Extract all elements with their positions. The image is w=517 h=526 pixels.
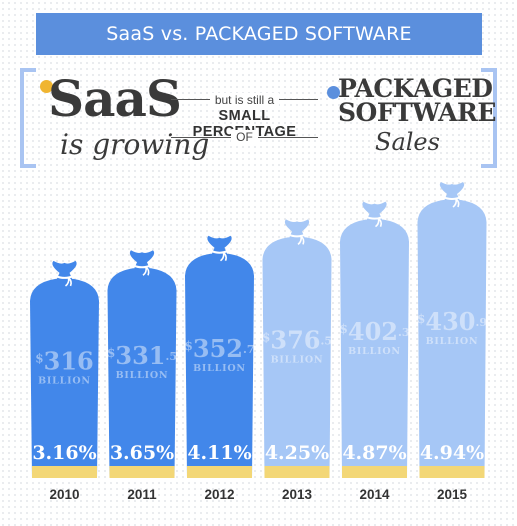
- percent-label: 3.16%: [32, 442, 96, 464]
- value-unit-label: BILLION: [348, 346, 401, 357]
- bag-base: [419, 466, 485, 478]
- mid-text-line3: OF: [171, 130, 318, 144]
- saas-heading: SaaS: [48, 69, 182, 128]
- bag-bar: [107, 268, 177, 478]
- saas-subheading: is growing: [60, 128, 210, 161]
- bag-bar: [185, 253, 254, 478]
- bag-tie: [365, 215, 384, 220]
- value-unit-label: BILLION: [38, 375, 91, 386]
- bag-tie: [132, 264, 152, 269]
- bag-tie-tail: [219, 252, 227, 262]
- percent-label: 4.25%: [265, 442, 329, 464]
- percent-label: 4.11%: [187, 442, 251, 464]
- percent-label: 3.65%: [110, 442, 174, 464]
- bag-tie: [55, 275, 74, 279]
- value-label: $352.7: [185, 334, 255, 363]
- bag-bar: [30, 278, 99, 478]
- value-label: $430.9: [417, 307, 487, 336]
- bag-base: [342, 466, 407, 478]
- bag-tie: [442, 196, 462, 200]
- year-tick-label: 2011: [127, 487, 157, 502]
- bag-tie-tail: [297, 235, 305, 246]
- bag-tie: [210, 249, 229, 254]
- bag-base: [187, 466, 252, 478]
- value-label: $376.5: [262, 326, 332, 355]
- year-tick-label: 2013: [282, 487, 313, 502]
- year-tick-label: 2010: [49, 487, 79, 502]
- saas-bullet-dot: [40, 80, 53, 93]
- bag-tie-tail: [142, 266, 150, 276]
- bag-tie: [287, 233, 307, 238]
- bag-base: [32, 466, 97, 478]
- left-bracket: [20, 68, 36, 168]
- bag-neck: [207, 235, 232, 255]
- value-label: $402.3: [340, 317, 410, 346]
- year-tick-label: 2014: [359, 487, 390, 502]
- bag-neck: [129, 250, 155, 270]
- value-unit-label: BILLION: [116, 370, 169, 381]
- bag-tie-tail: [374, 218, 382, 228]
- bag-bar: [340, 219, 409, 479]
- value-unit-label: BILLION: [426, 336, 479, 347]
- year-tick-label: 2012: [204, 487, 234, 502]
- right-bracket: [481, 68, 497, 168]
- packaged-heading-line1: PACKAGED: [338, 74, 493, 103]
- bag-tie-tail: [64, 277, 72, 287]
- bag-base: [264, 466, 330, 478]
- bag-bar: [417, 200, 487, 478]
- packaged-heading-line2: SOFTWARE: [338, 98, 496, 127]
- packaged-subheading: Sales: [375, 128, 440, 156]
- percent-label: 4.87%: [342, 442, 406, 464]
- bag-neck: [52, 260, 77, 280]
- value-label: $331.5: [107, 341, 177, 370]
- bag-neck: [439, 182, 465, 201]
- bag-neck: [362, 201, 387, 221]
- value-label: $316: [35, 346, 93, 375]
- packaged-bullet-dot: [327, 86, 340, 99]
- value-unit-label: BILLION: [271, 355, 324, 366]
- title-banner: SaaS vs. PACKAGED SOFTWARE: [36, 13, 482, 55]
- percent-label: 4.94%: [420, 442, 484, 464]
- value-unit-label: BILLION: [193, 363, 246, 374]
- title-text: SaaS vs. PACKAGED SOFTWARE: [106, 23, 412, 45]
- year-tick-label: 2015: [437, 487, 468, 502]
- bag-bar: [262, 237, 332, 478]
- mid-text-line1: but is still a: [171, 93, 318, 107]
- bag-base: [109, 466, 175, 478]
- bag-neck: [284, 219, 310, 239]
- bag-tie-tail: [452, 198, 460, 208]
